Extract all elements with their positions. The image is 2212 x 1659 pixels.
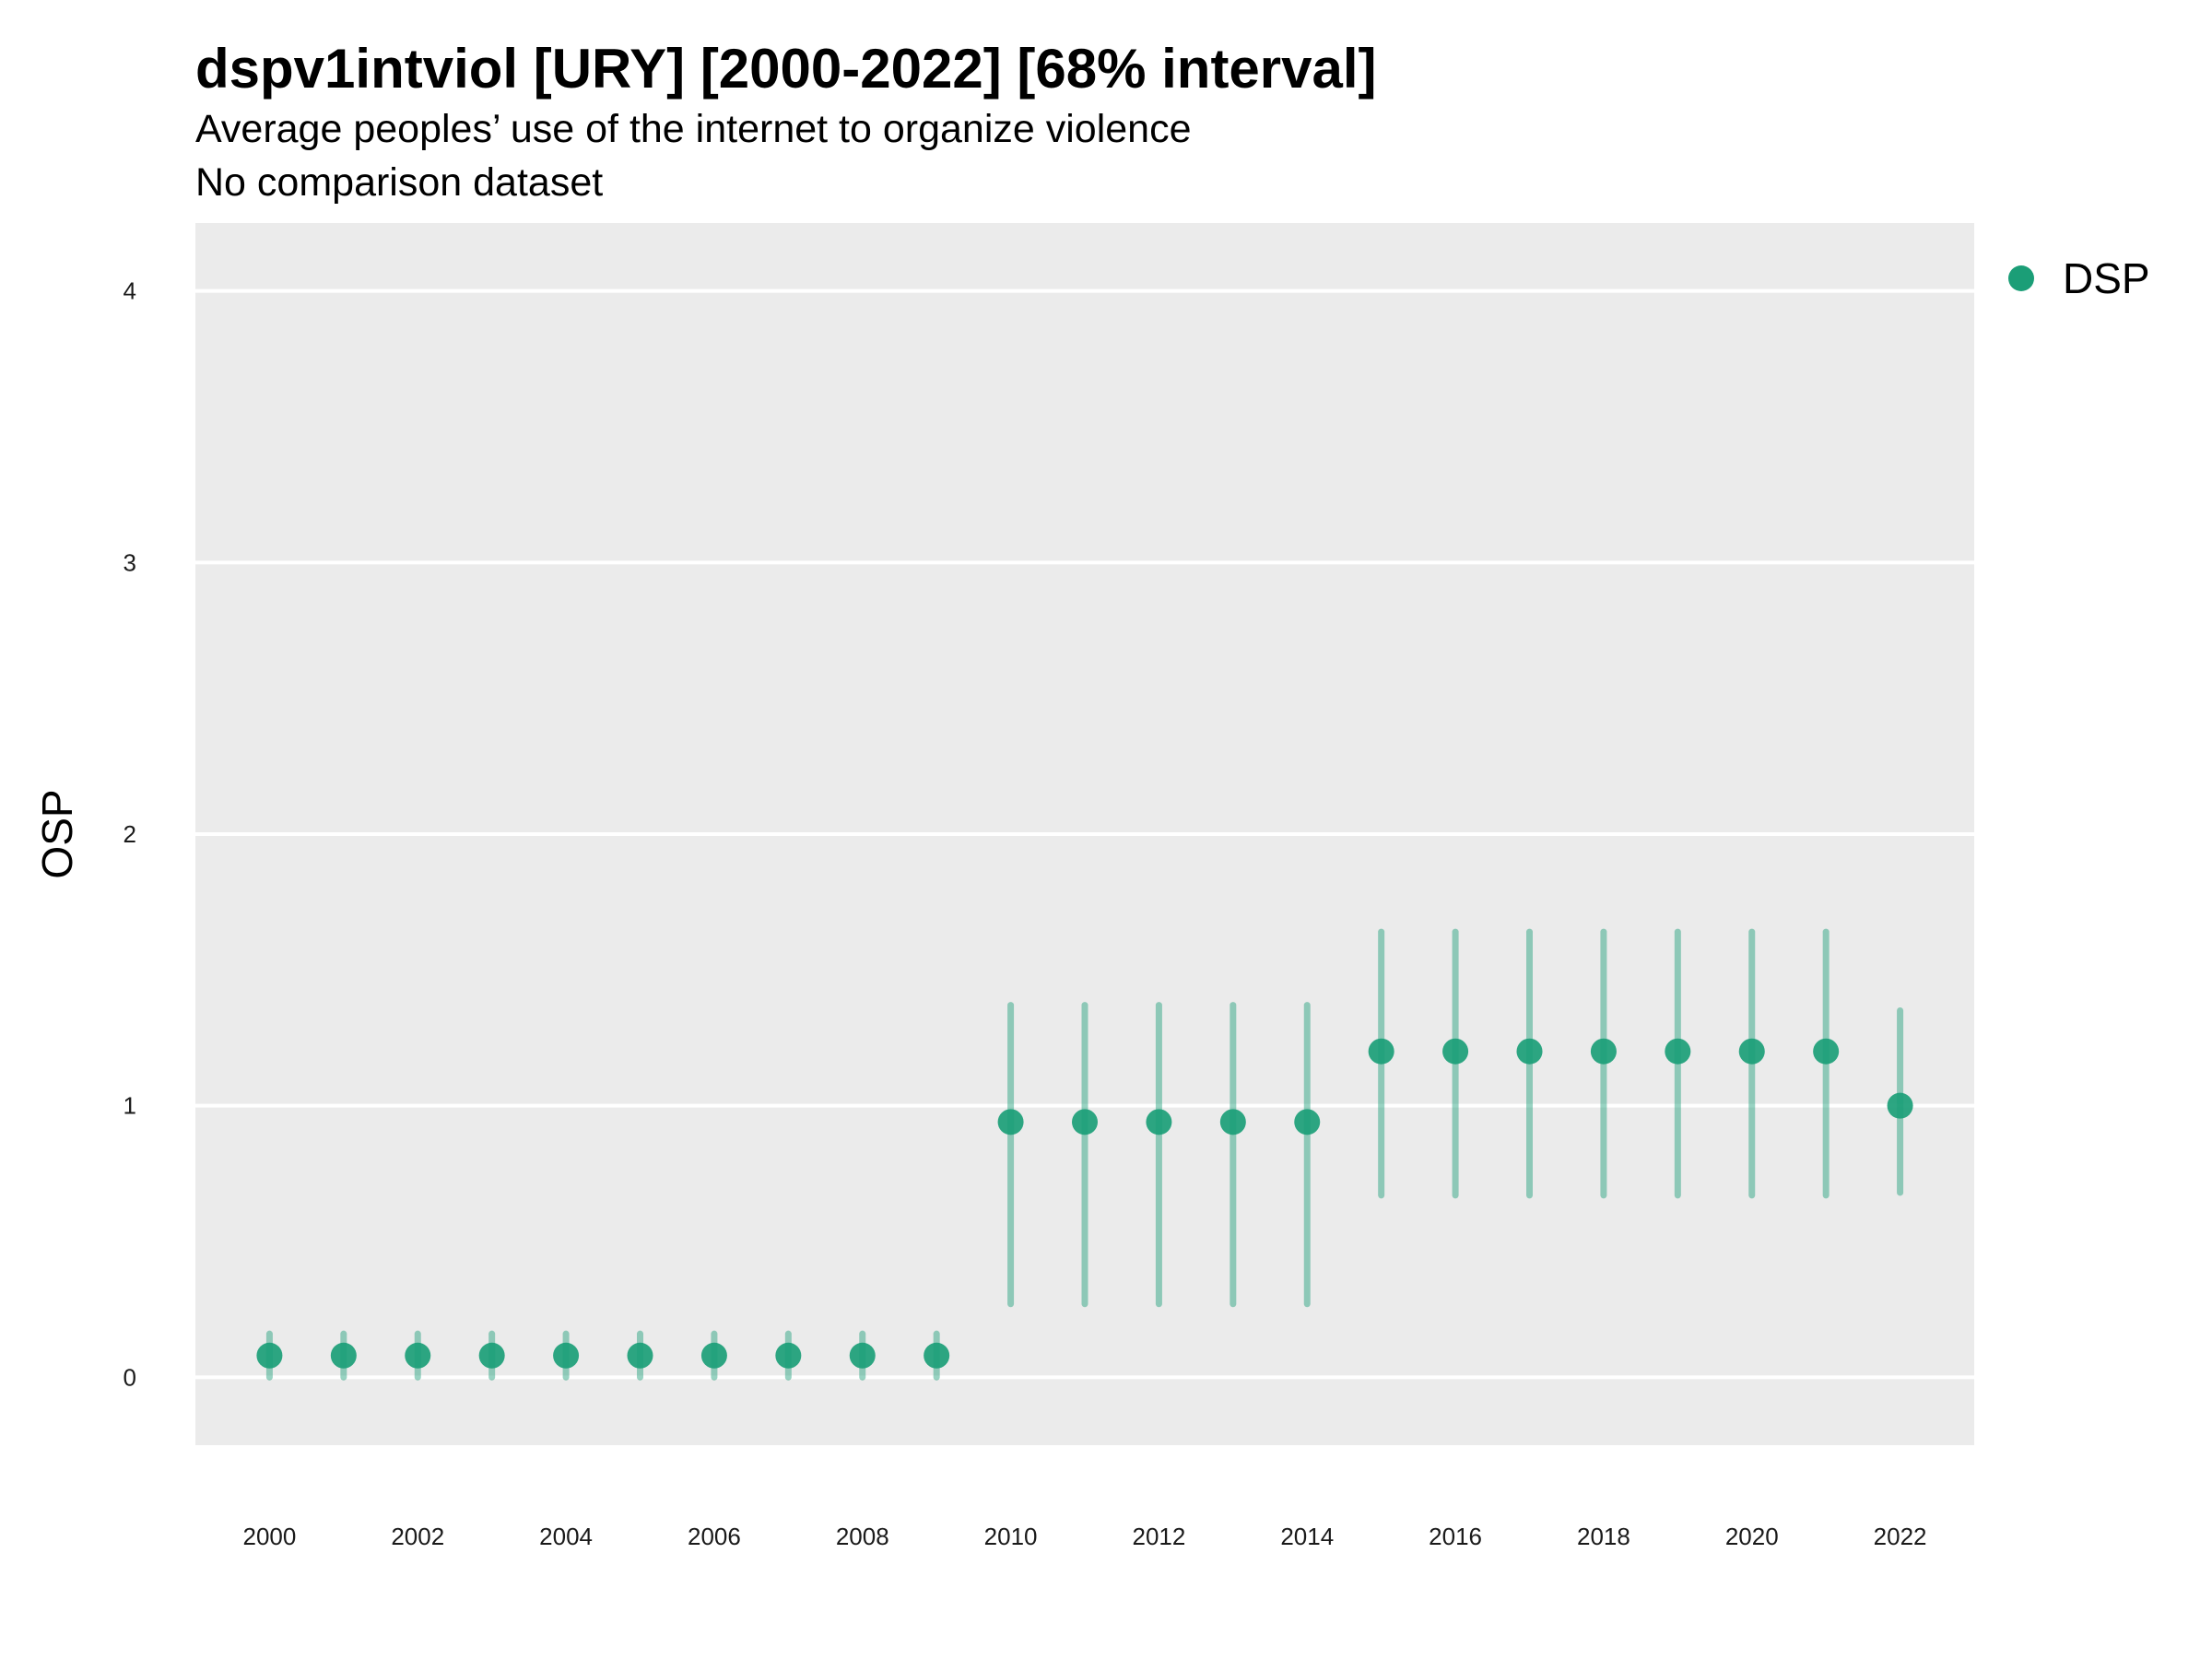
- y-axis-ticks: 0 1 2 3 4: [124, 277, 136, 1392]
- x-tick-label-2020: 2020: [1725, 1523, 1779, 1550]
- x-tick-label-2018: 2018: [1577, 1523, 1630, 1550]
- y-tick-label-0: 0: [124, 1363, 136, 1391]
- data-point-2020: [1738, 1038, 1765, 1065]
- data-point-2000: [256, 1342, 283, 1369]
- data-point-2004: [553, 1342, 580, 1369]
- data-point-2011: [1072, 1109, 1098, 1135]
- x-tick-label-2006: 2006: [688, 1523, 741, 1550]
- x-axis-ticks: 2000 2002 2004 2006 2008 2010 2012 2014 2016 2018…: [242, 1523, 1926, 1550]
- data-point-2009: [924, 1342, 950, 1369]
- data-point-2014: [1294, 1109, 1321, 1135]
- data-point-2010: [997, 1109, 1024, 1135]
- data-point-2018: [1590, 1038, 1617, 1065]
- data-point-2016: [1442, 1038, 1469, 1065]
- legend: DSP: [2008, 254, 2150, 302]
- x-tick-label-2004: 2004: [539, 1523, 593, 1550]
- legend-key-dsp: [2008, 265, 2034, 291]
- chart-subtitle-comparison: No comparison dataset: [195, 160, 604, 205]
- data-point-2006: [700, 1342, 727, 1369]
- y-tick-label-2: 2: [124, 820, 136, 848]
- x-tick-label-2022: 2022: [1874, 1523, 1927, 1550]
- data-point-2005: [627, 1342, 653, 1369]
- x-tick-label-2012: 2012: [1132, 1523, 1185, 1550]
- y-tick-label-4: 4: [124, 277, 136, 305]
- data-point-2017: [1516, 1038, 1543, 1065]
- data-point-2013: [1219, 1109, 1246, 1135]
- data-point-2003: [478, 1342, 505, 1369]
- x-tick-label-2000: 2000: [242, 1523, 296, 1550]
- chart-subtitle: Average peoples’ use of the internet to …: [195, 107, 1192, 151]
- x-tick-label-2002: 2002: [391, 1523, 444, 1550]
- chart-title: dspv1intviol [URY] [2000-2022] [68% inte…: [195, 38, 1377, 100]
- data-point-2008: [849, 1342, 876, 1369]
- x-tick-label-2014: 2014: [1280, 1523, 1334, 1550]
- x-tick-label-2016: 2016: [1429, 1523, 1482, 1550]
- data-point-2002: [405, 1342, 431, 1369]
- data-point-2022: [1887, 1092, 1913, 1119]
- data-points: [256, 1038, 1913, 1369]
- legend-label-dsp: DSP: [2063, 254, 2150, 302]
- data-point-2015: [1368, 1038, 1394, 1065]
- y-tick-label-3: 3: [124, 548, 136, 576]
- y-axis-title: OSP: [33, 789, 81, 878]
- data-point-2007: [775, 1342, 802, 1369]
- y-tick-label-1: 1: [124, 1092, 136, 1120]
- data-point-2021: [1813, 1038, 1840, 1065]
- data-point-2019: [1665, 1038, 1691, 1065]
- x-tick-label-2008: 2008: [836, 1523, 889, 1550]
- gridlines: [195, 288, 1974, 1380]
- x-tick-label-2010: 2010: [984, 1523, 1038, 1550]
- data-point-2001: [330, 1342, 357, 1369]
- data-point-2012: [1146, 1109, 1172, 1135]
